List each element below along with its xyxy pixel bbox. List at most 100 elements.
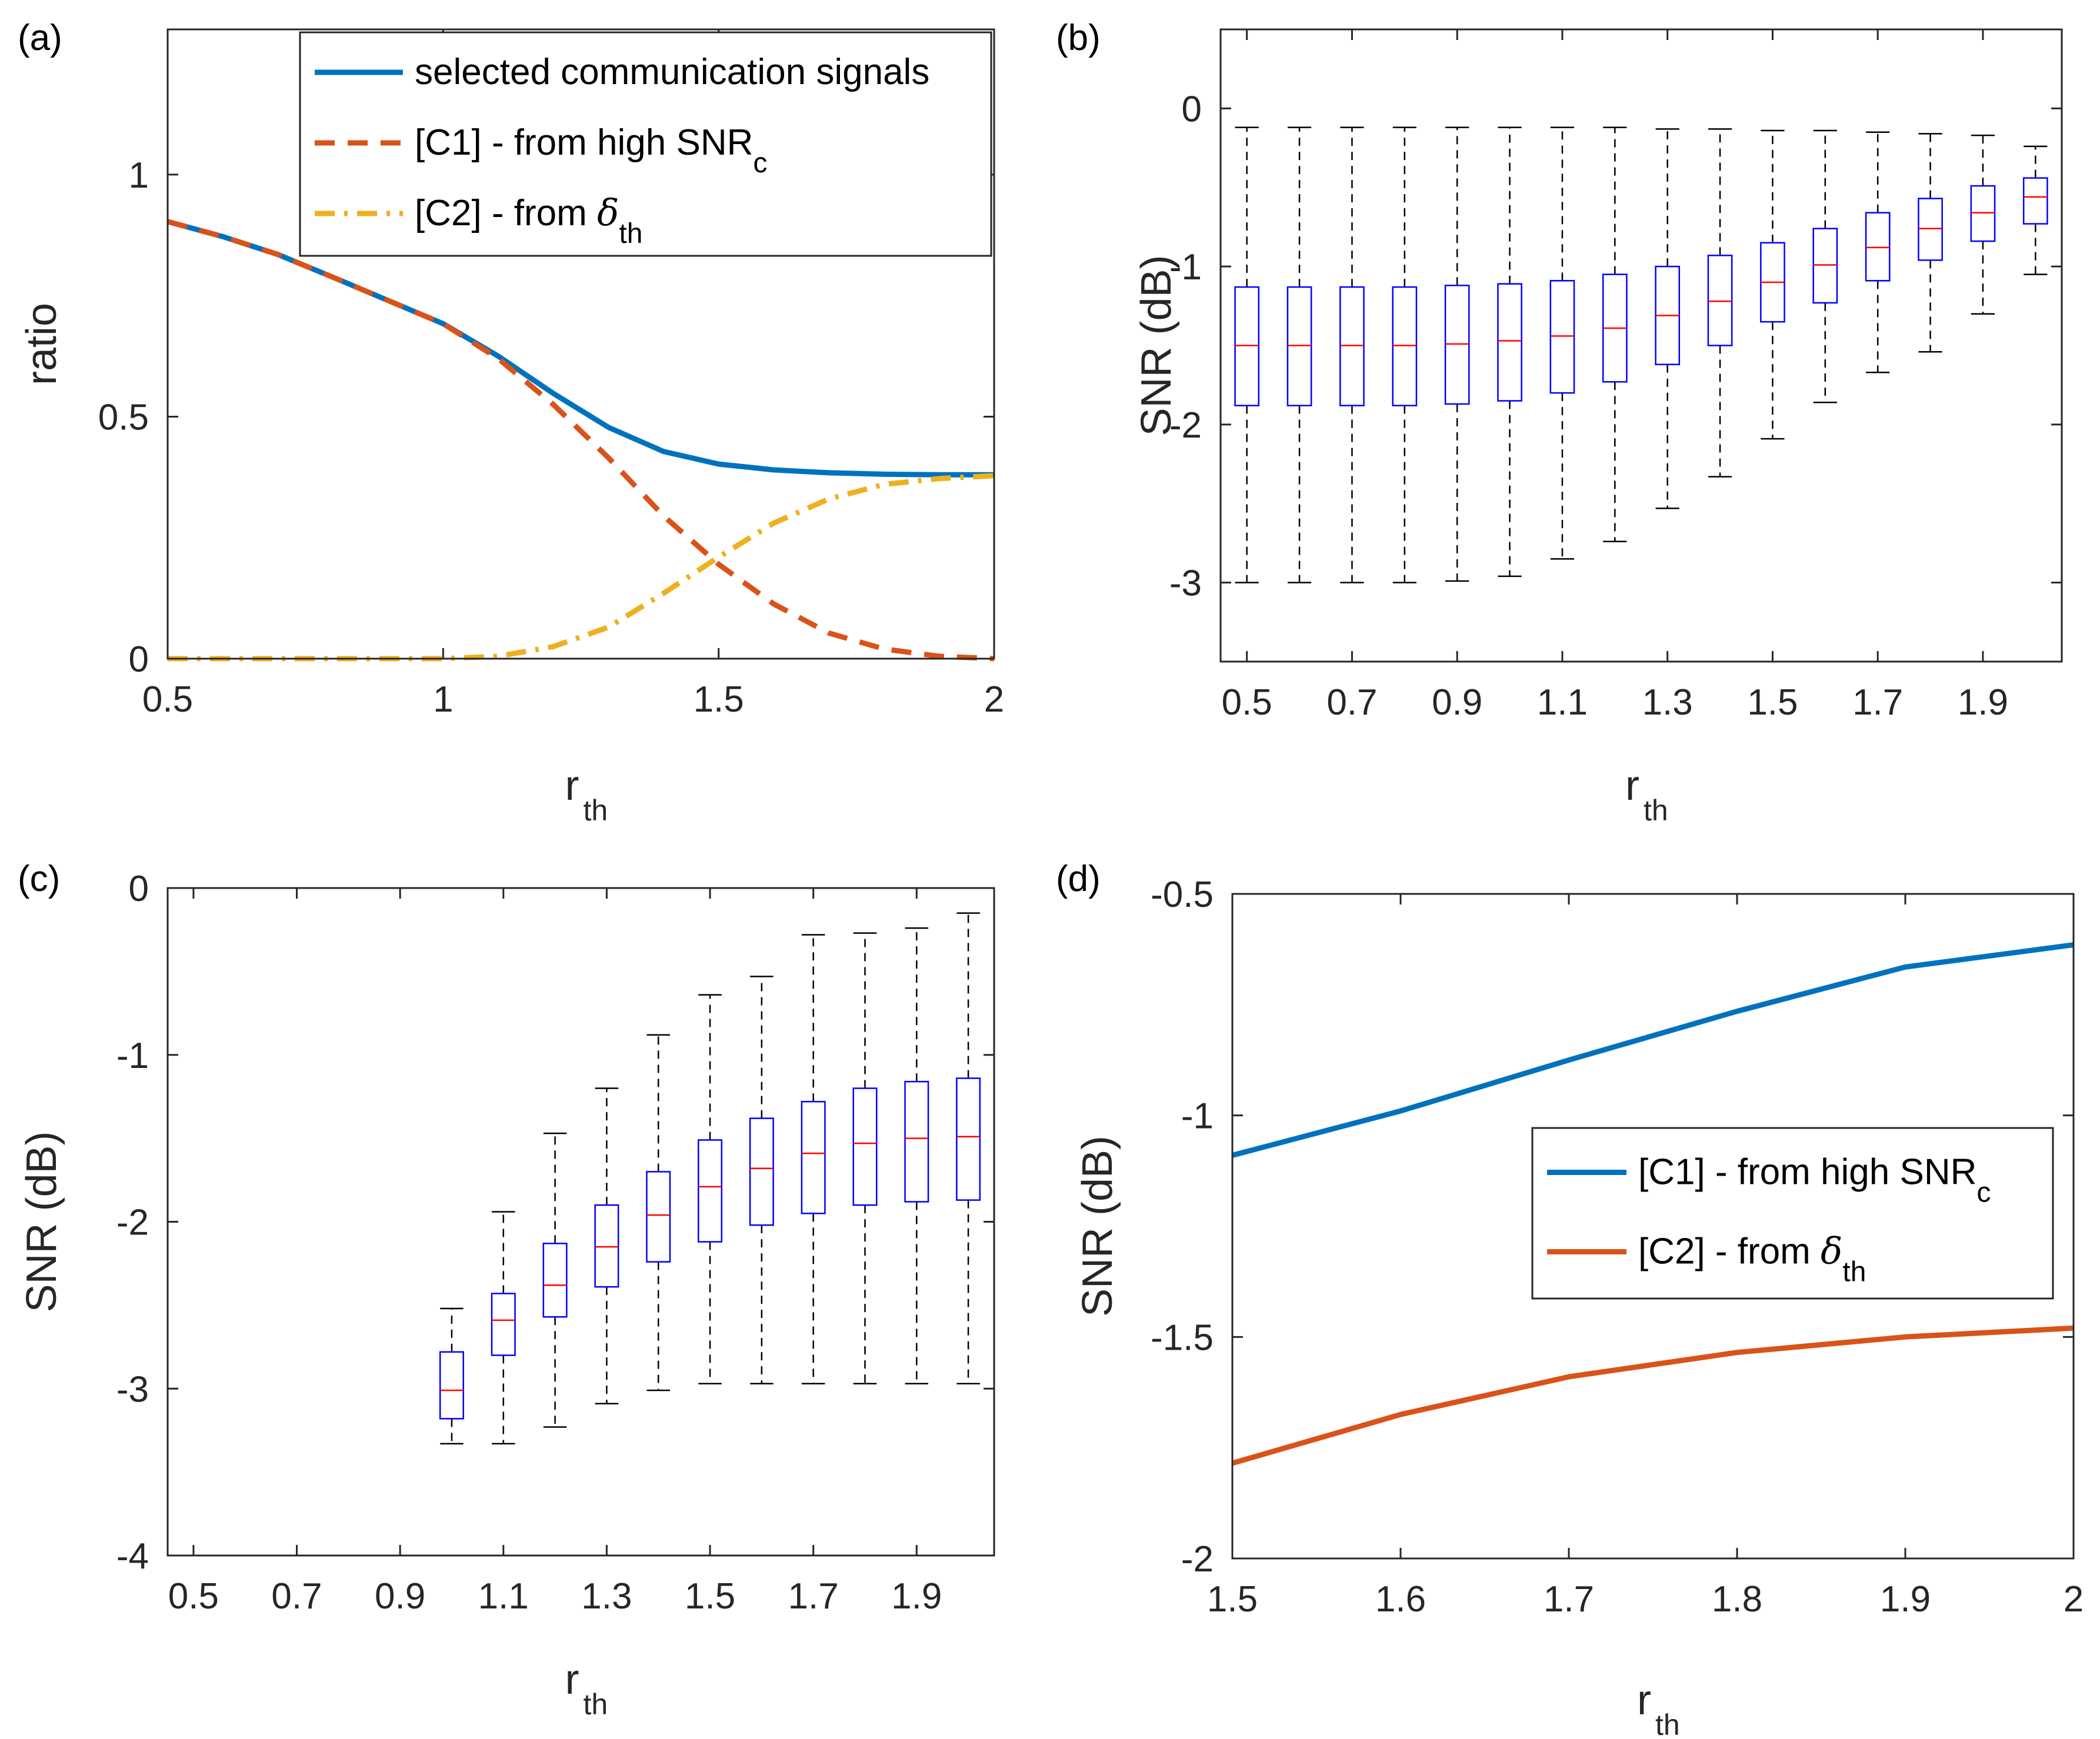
box-body — [542, 1243, 568, 1318]
box-c-2 — [542, 1132, 568, 1428]
chart-c: 0.5 0.7 0.9 1.1 1.3 1.5 1.7 1.9 -4 -3 -2 -1 0 (c) SNR … — [18, 859, 995, 1721]
y-tick-label-a: 1 — [129, 155, 149, 196]
box-body — [1865, 212, 1891, 282]
y-tick-label-c: -2 — [116, 1203, 149, 1243]
panel-label-a: (a) — [18, 18, 62, 58]
y-axis-label-d: SNR (dB) — [1074, 1136, 1121, 1317]
box-body — [646, 1171, 671, 1263]
x-tick-label-c: 0.9 — [375, 1576, 425, 1617]
y-axis-label-c: SNR (dB) — [18, 1131, 65, 1312]
box-body — [1339, 286, 1365, 406]
x-tick-label-b: 1.3 — [1642, 682, 1693, 723]
box-body — [2022, 177, 2048, 225]
y-tick-label-c: -4 — [116, 1536, 149, 1577]
x-axis-label-c: r — [565, 1656, 579, 1703]
panel-label-d: (d) — [1056, 859, 1101, 899]
box-b-1 — [1286, 126, 1312, 583]
x-tick-label-d: 2 — [2064, 1579, 2084, 1620]
x-tick-label-d: 1.8 — [1712, 1579, 1762, 1620]
box-c-0 — [439, 1307, 464, 1445]
x-tick-label-c: 1.9 — [891, 1576, 942, 1617]
x-tick-label-a: 0.5 — [142, 679, 193, 720]
legend-greek-d-1: δ — [1821, 1230, 1842, 1273]
box-body — [1497, 283, 1522, 402]
box-b-6 — [1549, 126, 1575, 560]
x-tick-label-c: 1.3 — [581, 1576, 632, 1617]
x-axis-label-a: r — [565, 762, 579, 809]
box-b-10 — [1760, 129, 1785, 440]
box-b-7 — [1602, 126, 1628, 542]
legend-sub-a-2: th — [619, 218, 642, 249]
x-tick-label-d: 1.6 — [1375, 1579, 1426, 1620]
legend-box-d — [1531, 1127, 2054, 1300]
legend-greek-a-2: δ — [597, 191, 619, 234]
y-tick-label-c: -3 — [116, 1369, 149, 1410]
y-tick-label-c: 0 — [129, 869, 149, 909]
x-tick-label-d: 1.7 — [1544, 1579, 1594, 1620]
box-b-3 — [1392, 126, 1418, 583]
x-tick-label-d: 1.5 — [1207, 1579, 1258, 1620]
series-line-d-1 — [1231, 1325, 2074, 1466]
x-tick-label-b: 0.5 — [1222, 682, 1272, 723]
legend-box-a — [299, 31, 992, 257]
box-body — [1812, 228, 1838, 304]
chart-d: 1.5 1.6 1.7 1.8 1.9 2 -2 -1.5 -1 -0.5 (d) SNR (dB) r… — [1056, 859, 2084, 1739]
box-body — [904, 1080, 929, 1203]
box-b-4 — [1444, 126, 1470, 582]
x-axis-label-b: r — [1625, 762, 1639, 809]
box-c-8 — [852, 932, 878, 1384]
box-body — [1286, 286, 1312, 406]
y-tick-label-d: -0.5 — [1151, 874, 1214, 915]
box-body — [1392, 286, 1418, 406]
legend-sub-d-1: th — [1842, 1257, 1866, 1288]
box-body — [1234, 286, 1260, 406]
box-b-8 — [1655, 128, 1681, 509]
box-b-15 — [2022, 145, 2048, 275]
y-tick-label-a: 0 — [129, 639, 149, 680]
box-c-1 — [491, 1211, 516, 1445]
y-axis-label-a: ratio — [18, 303, 65, 385]
box-c-5 — [698, 994, 723, 1384]
legend-sub-d-0: c — [1976, 1177, 1991, 1209]
x-tick-label-b: 0.9 — [1432, 682, 1482, 723]
x-axis-label-sub-b: th — [1644, 794, 1668, 827]
box-body — [439, 1351, 464, 1420]
legend-entry-a-0: selected communication signals — [415, 52, 929, 92]
panel-label-c: (c) — [18, 859, 60, 899]
box-c-10 — [956, 912, 981, 1384]
box-body — [491, 1293, 516, 1356]
box-c-3 — [594, 1087, 619, 1405]
x-tick-label-a: 2 — [984, 679, 1004, 720]
x-tick-label-b: 1.5 — [1747, 682, 1798, 723]
x-tick-label-b: 1.9 — [1958, 682, 2008, 723]
x-tick-label-c: 0.5 — [168, 1576, 219, 1617]
box-b-9 — [1707, 128, 1733, 478]
box-b-14 — [1970, 134, 1996, 315]
box-c-7 — [801, 934, 826, 1384]
panel-label-b: (b) — [1056, 18, 1101, 58]
y-tick-label-b: -3 — [1169, 563, 1202, 604]
box-body — [1444, 285, 1470, 405]
x-tick-label-c: 1.7 — [788, 1576, 839, 1617]
y-tick-label-a: 0.5 — [98, 397, 149, 438]
box-body — [956, 1077, 981, 1201]
axes-frame-d — [1231, 893, 2075, 1560]
legend-sub-a-1: c — [753, 148, 767, 179]
x-axis-label-sub-d: th — [1655, 1708, 1680, 1739]
x-tick-label-b: 0.7 — [1326, 682, 1377, 723]
box-body — [749, 1117, 774, 1226]
x-axis-label-d: r — [1637, 1677, 1651, 1724]
box-body — [1549, 280, 1575, 394]
box-b-0 — [1234, 126, 1260, 583]
y-tick-label-d: -1 — [1181, 1096, 1214, 1137]
plot-area-c — [168, 888, 994, 1556]
box-body — [801, 1100, 826, 1214]
x-tick-label-c: 0.7 — [271, 1576, 322, 1617]
box-c-9 — [904, 927, 929, 1384]
y-tick-label-b: -2 — [1169, 405, 1202, 446]
box-b-12 — [1865, 131, 1891, 373]
box-body — [1918, 198, 1943, 261]
box-body — [1970, 185, 1996, 242]
x-tick-label-a: 1 — [433, 679, 453, 720]
